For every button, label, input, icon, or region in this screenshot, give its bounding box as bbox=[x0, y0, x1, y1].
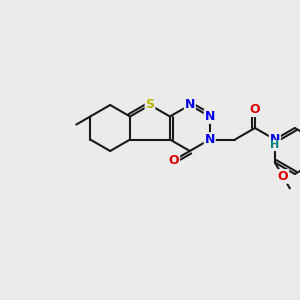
Text: O: O bbox=[169, 154, 179, 167]
Text: N: N bbox=[270, 133, 280, 146]
Text: H: H bbox=[270, 140, 280, 151]
Text: N: N bbox=[184, 98, 195, 112]
Text: N: N bbox=[205, 110, 215, 123]
Text: O: O bbox=[250, 103, 260, 116]
Text: S: S bbox=[146, 98, 154, 112]
Text: O: O bbox=[278, 170, 288, 183]
Text: N: N bbox=[205, 133, 215, 146]
